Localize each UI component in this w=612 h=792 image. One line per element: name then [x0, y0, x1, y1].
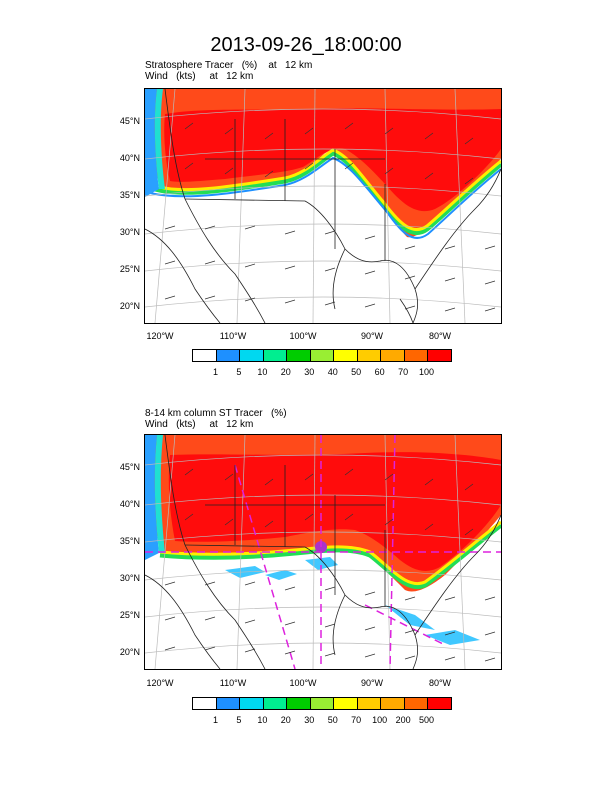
panel1-field-label: Stratosphere Tracer (%) at 12 km [145, 60, 313, 71]
map-boundaries [145, 89, 501, 323]
tracer-west-cyan [154, 435, 165, 553]
colorbar-tick-label: 30 [304, 715, 315, 725]
panel2-lon-label: 90°W [360, 678, 384, 688]
colorbar-swatch [263, 698, 288, 709]
map-title: 2013-09-26_18:00:00 [210, 34, 402, 56]
tracer-cyan-patches [225, 557, 480, 645]
tracer-west-edge [145, 435, 159, 560]
colorbar-swatch [404, 698, 429, 709]
panel1-lat-label: 40°N [119, 153, 140, 163]
tracer-red-region [164, 108, 501, 212]
map-boundaries [145, 435, 501, 669]
panel1-lat-label: 35°N [119, 190, 140, 200]
colorbar-swatch [428, 350, 452, 361]
colorbar-swatch [428, 698, 452, 709]
colorbar-tick-label: 20 [280, 367, 291, 377]
panel2-colorbar [192, 697, 452, 710]
panel2-lon-label: 80°W [428, 678, 452, 688]
panel1-lon-label: 100°W [289, 331, 317, 341]
colorbar-swatch [357, 350, 382, 361]
panel2-lon-label: 100°W [289, 678, 317, 688]
colorbar-tick-label: 5 [236, 367, 242, 377]
colorbar-swatch [404, 350, 429, 361]
colorbar-tick-label: 50 [351, 367, 362, 377]
panel2-field-label: 8-14 km column ST Tracer (%) [145, 408, 287, 419]
panel2-lat-label: 45°N [119, 462, 140, 472]
panel1-map [144, 88, 502, 324]
panel1-lat-label: 30°N [119, 227, 140, 237]
colorbar-swatch [357, 698, 382, 709]
panel1-lon-label: 80°W [428, 331, 452, 341]
panel2-lon-label: 120°W [146, 678, 174, 688]
colorbar-swatch [381, 350, 405, 361]
colorbar-tick-label: 30 [304, 367, 315, 377]
graticule [145, 89, 501, 323]
panel1-lat-label: 20°N [119, 301, 140, 311]
tracer-west-edge [145, 89, 159, 197]
colorbar-swatch [240, 350, 264, 361]
colorbar-swatch [310, 698, 335, 709]
colorbar-swatch [216, 698, 241, 709]
colorbar-tick-label: 40 [327, 367, 338, 377]
colorbar-tick-label: 1 [212, 715, 218, 725]
colorbar-swatch [334, 698, 358, 709]
colorbar-swatch [310, 350, 335, 361]
colorbar-tick-label: 100 [372, 715, 388, 725]
colorbar-tick-label: 20 [280, 715, 291, 725]
colorbar-swatch [263, 350, 288, 361]
colorbar-swatch [193, 698, 217, 709]
panel2-lat-label: 35°N [119, 536, 140, 546]
colorbar-swatch [287, 698, 311, 709]
wind-barbs [164, 468, 496, 662]
panel1-lon-label: 110°W [219, 331, 247, 341]
colorbar-tick-label: 10 [257, 367, 268, 377]
panel2-lat-label: 25°N [119, 610, 140, 620]
panel1-lon-label: 90°W [360, 331, 384, 341]
colorbar-tick-label: 70 [398, 367, 409, 377]
colorbar-swatch [381, 698, 405, 709]
panel1-lat-label: 45°N [119, 116, 140, 126]
tracer-west-cyan [154, 89, 165, 189]
colorbar-swatch [240, 698, 264, 709]
panel2-lat-label: 40°N [119, 499, 140, 509]
panel1-colorbar [192, 349, 452, 362]
colorbar-tick-label: 50 [327, 715, 338, 725]
colorbar-tick-label: 100 [419, 367, 435, 377]
colorbar-tick-label: 200 [395, 715, 411, 725]
colorbar-tick-label: 1 [212, 367, 218, 377]
colorbar-swatch [216, 350, 241, 361]
panel2-lon-label: 110°W [219, 678, 247, 688]
panel2-wind-label: Wind (kts) at 12 km [145, 419, 254, 430]
colorbar-tick-label: 70 [351, 715, 362, 725]
colorbar-tick-label: 5 [236, 715, 242, 725]
colorbar-swatch [193, 350, 217, 361]
panel1-wind-label: Wind (kts) at 12 km [145, 71, 254, 82]
colorbar-swatch [334, 350, 358, 361]
wind-barbs [164, 122, 496, 312]
colorbar-tick-label: 60 [374, 367, 385, 377]
panel2-lat-label: 30°N [119, 573, 140, 583]
colorbar-swatch [287, 350, 311, 361]
panel2-lat-label: 20°N [119, 647, 140, 657]
panel1-lat-label: 25°N [119, 264, 140, 274]
colorbar-tick-label: 10 [257, 715, 268, 725]
colorbar-tick-label: 500 [419, 715, 435, 725]
panel2-map [144, 434, 502, 670]
magenta-dashed-lines [145, 435, 501, 669]
panel1-lon-label: 120°W [146, 331, 174, 341]
